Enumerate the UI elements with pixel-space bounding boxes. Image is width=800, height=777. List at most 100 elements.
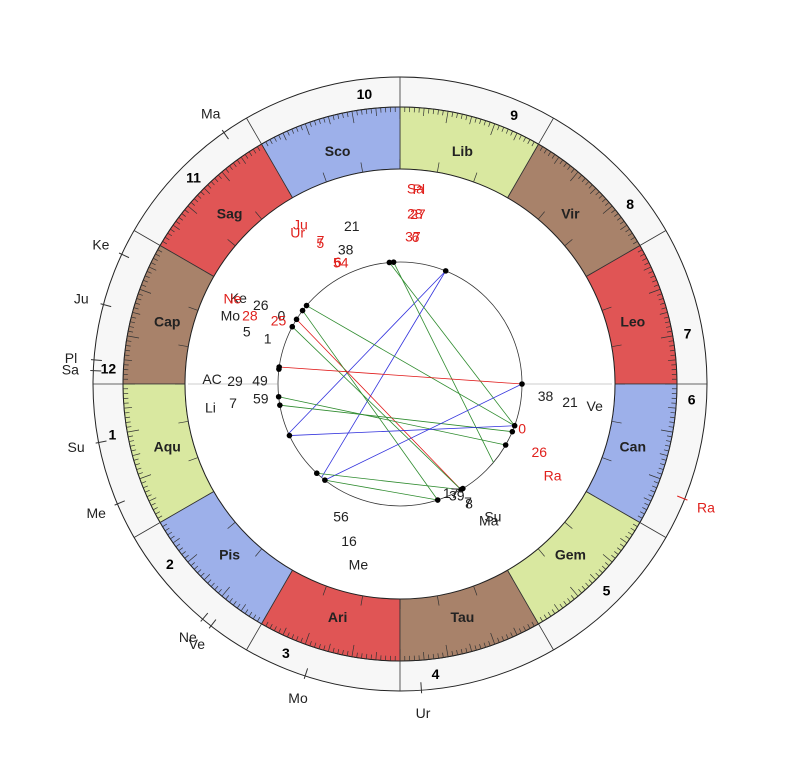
degree-tick <box>126 340 132 342</box>
house-cusp-line <box>538 117 554 145</box>
house-number: 7 <box>684 325 692 341</box>
degree-tick <box>204 491 214 497</box>
degree-tick <box>451 112 454 118</box>
degree-tick <box>190 202 195 206</box>
degree-tick <box>642 257 647 261</box>
degree-tick <box>551 609 556 614</box>
house-number: 2 <box>166 556 174 572</box>
degree-tick <box>617 217 622 221</box>
planet-position-dot <box>293 316 300 323</box>
degree-tick <box>153 507 158 511</box>
degree-tick <box>200 191 205 196</box>
degree-tick <box>244 154 249 159</box>
house-number: 6 <box>688 391 696 407</box>
degree-tick <box>167 232 173 237</box>
planet-position-dot <box>511 422 518 429</box>
degree-tick <box>473 172 478 183</box>
degree-tick <box>614 213 619 217</box>
degree-tick <box>135 463 140 466</box>
degree-tick <box>428 654 430 660</box>
planet-degree-label: 56 <box>333 508 349 524</box>
degree-tick <box>370 108 372 114</box>
degree-tick <box>240 604 246 612</box>
degree-tick <box>124 359 133 361</box>
degree-tick <box>144 489 150 493</box>
planet-degree-label: 16 <box>341 533 357 549</box>
degree-tick <box>644 502 650 506</box>
house-cusp-line <box>639 230 667 246</box>
degree-tick <box>652 279 657 283</box>
outer-planet-tick <box>303 668 309 679</box>
degree-tick <box>128 435 134 438</box>
degree-tick <box>131 316 137 319</box>
aspect-lines <box>278 261 523 501</box>
degree-ticks <box>123 107 677 661</box>
degree-tick <box>639 253 645 257</box>
sign-label-leo: Leo <box>620 314 645 330</box>
degree-tick <box>282 132 287 141</box>
degree-tick <box>218 589 222 594</box>
degree-tick <box>570 171 579 182</box>
degree-tick <box>137 293 143 296</box>
outer-planet-tick <box>221 129 229 140</box>
degree-tick <box>351 644 355 657</box>
degree-tick <box>451 650 454 656</box>
degree-tick <box>181 551 186 555</box>
degree-tick <box>128 330 134 333</box>
degree-tick <box>221 171 230 182</box>
degree-tick <box>300 125 303 131</box>
degree-tick <box>588 184 593 189</box>
degree-tick <box>337 648 340 654</box>
degree-tick <box>460 114 463 120</box>
degree-tick <box>589 187 597 195</box>
degree-tick <box>227 521 236 529</box>
degree-tick <box>252 614 257 620</box>
degree-tick <box>483 642 486 648</box>
planet-degree-label: 49 <box>252 372 268 388</box>
degree-tick <box>144 275 150 279</box>
outer-planet-label: Ke <box>92 237 109 253</box>
degree-tick <box>229 598 233 603</box>
planet-position-dot <box>460 485 466 492</box>
degree-tick <box>660 335 673 339</box>
planet-degree-label: 37 <box>405 229 421 245</box>
degree-tick <box>437 653 439 659</box>
house-cusp-line <box>133 522 161 538</box>
degree-tick <box>668 340 674 342</box>
outer-planet-tick <box>114 500 125 506</box>
degree-tick <box>346 112 349 118</box>
degree-tick <box>661 458 667 461</box>
outer-planet-label: Mo <box>288 690 308 706</box>
planet-degree-label: Ju <box>293 217 308 233</box>
degree-tick <box>669 349 675 352</box>
degree-tick <box>531 621 535 627</box>
planet-degree-label: 5 <box>243 323 251 339</box>
degree-tick <box>547 151 552 157</box>
degree-tick <box>130 321 136 324</box>
degree-tick <box>139 288 152 294</box>
degree-tick <box>666 435 672 438</box>
degree-tick <box>507 570 513 580</box>
degree-tick <box>159 245 171 252</box>
aspect-line <box>316 472 462 491</box>
degree-tick <box>432 109 435 115</box>
degree-tick <box>428 108 430 114</box>
degree-tick <box>304 123 310 136</box>
degree-tick <box>200 572 205 577</box>
degree-tick <box>287 130 290 136</box>
sign-label-sag: Sag <box>217 206 243 222</box>
degree-tick <box>483 120 486 126</box>
planet-degree-label: 1 <box>264 330 272 346</box>
planet-degree-label: Li <box>205 399 216 415</box>
degree-tick <box>445 111 449 124</box>
degree-tick <box>537 211 545 220</box>
degree-tick <box>244 609 249 614</box>
degree-tick <box>564 521 573 529</box>
degree-tick <box>221 586 230 597</box>
aspect-line <box>389 262 515 426</box>
degree-tick <box>581 177 586 183</box>
degree-tick <box>356 110 358 116</box>
degree-tick <box>146 271 152 274</box>
outer-planet-label: Ne <box>179 629 197 645</box>
